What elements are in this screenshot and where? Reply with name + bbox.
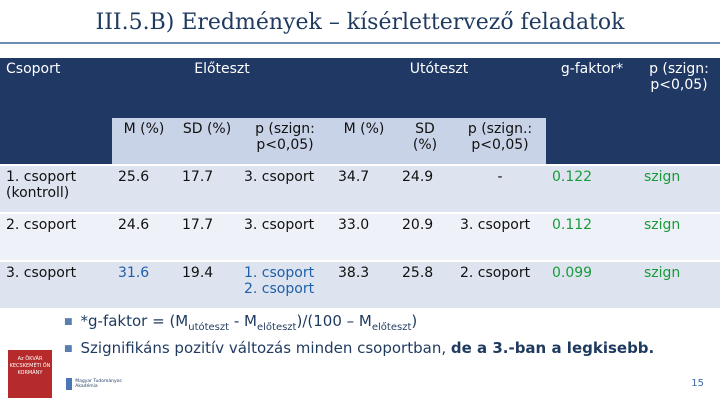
subheader-p-blank: [638, 118, 720, 165]
row3-pre-m: 31.6: [112, 260, 176, 308]
subheader-pre-m: M (%): [112, 118, 176, 165]
page-number: 15: [691, 378, 704, 389]
row2-gfactor: 0.112: [546, 212, 638, 261]
formula-text: *g-faktor = (Mutóteszt - Melőteszt)/(100…: [80, 312, 418, 333]
row1-post-p: -: [454, 164, 546, 213]
university-logo: Az ÖKVÁR KECSKEMÉTI ÖN KORMÁNY: [8, 350, 52, 398]
bullet-square-icon: ■: [64, 344, 73, 354]
header-posttest: Utóteszt: [332, 58, 546, 118]
row1-post-m: 34.7: [332, 164, 396, 213]
title-divider: [0, 42, 720, 44]
academy-mark-icon: [66, 378, 73, 390]
row3-post-m: 38.3: [332, 260, 396, 308]
subheader-gf-blank: [546, 118, 638, 165]
row3-post-p: 2. csoport: [454, 260, 546, 308]
row3-pre-sd: 19.4: [176, 260, 238, 308]
slide-title: III.5.B) Eredmények – kísérlettervező fe…: [95, 10, 625, 35]
row3-pre-p-line1: 1. csoport: [244, 265, 315, 281]
table-header-row: Csoport Előteszt Utóteszt g-faktor* p (s…: [0, 58, 720, 118]
academy-logo: Magyar Tudományos Akadémia: [66, 374, 130, 394]
table-subheader-row: M (%) SD (%) p (szign: p<0,05) M (%) SD …: [0, 118, 720, 165]
row3-pre-p-line2: 2. csoport: [244, 281, 315, 297]
row3-post-sd: 25.8: [396, 260, 454, 308]
row2-p: szign: [638, 212, 720, 261]
row1-pre-p: 3. csoport: [238, 164, 332, 213]
table-row: 2. csoport 24.6 17.7 3. csoport 33.0 20.…: [0, 212, 720, 261]
subheader-post-sd: SD (%): [396, 118, 454, 165]
table-row: 1. csoport (kontroll) 25.6 17.7 3. csopo…: [0, 164, 720, 213]
conclusion-text: Szignifikáns pozitív változás minden cso…: [80, 339, 655, 357]
header-p: p (szign: p<0,05): [638, 58, 720, 118]
header-group: Csoport: [0, 58, 112, 118]
row2-pre-sd: 17.7: [176, 212, 238, 261]
row1-post-sd: 24.9: [396, 164, 454, 213]
row3-pre-p: 1. csoport 2. csoport: [238, 260, 332, 308]
row2-post-p: 3. csoport: [454, 212, 546, 261]
row2-post-m: 33.0: [332, 212, 396, 261]
row3-gfactor: 0.099: [546, 260, 638, 308]
row2-group: 2. csoport: [0, 212, 112, 261]
header-pretest: Előteszt: [112, 58, 332, 118]
row3-p: szign: [638, 260, 720, 308]
subheader-blank: [0, 118, 112, 165]
row2-pre-m: 24.6: [112, 212, 176, 261]
row1-group: 1. csoport (kontroll): [0, 164, 112, 213]
subheader-pre-sd: SD (%): [176, 118, 238, 165]
header-gfactor: g-faktor*: [546, 58, 638, 118]
bullet-square-icon: ■: [64, 317, 73, 327]
row1-p: szign: [638, 164, 720, 213]
row1-pre-m: 25.6: [112, 164, 176, 213]
table-row: 3. csoport 31.6 19.4 1. csoport 2. csopo…: [0, 260, 720, 308]
subheader-post-p: p (szign.: p<0,05): [454, 118, 546, 165]
formula-bullet: ■ *g-faktor = (Mutóteszt - Melőteszt)/(1…: [64, 312, 714, 333]
row2-pre-p: 3. csoport: [238, 212, 332, 261]
conclusion-bullet: ■ Szignifikáns pozitív változás minden c…: [64, 339, 714, 357]
subheader-pre-p: p (szign: p<0,05): [238, 118, 332, 165]
notes: ■ *g-faktor = (Mutóteszt - Melőteszt)/(1…: [64, 312, 714, 363]
row2-post-sd: 20.9: [396, 212, 454, 261]
row1-pre-sd: 17.7: [176, 164, 238, 213]
row3-group: 3. csoport: [0, 260, 112, 308]
results-table: Csoport Előteszt Utóteszt g-faktor* p (s…: [0, 58, 720, 308]
subheader-post-m: M (%): [332, 118, 396, 165]
row1-gfactor: 0.122: [546, 164, 638, 213]
